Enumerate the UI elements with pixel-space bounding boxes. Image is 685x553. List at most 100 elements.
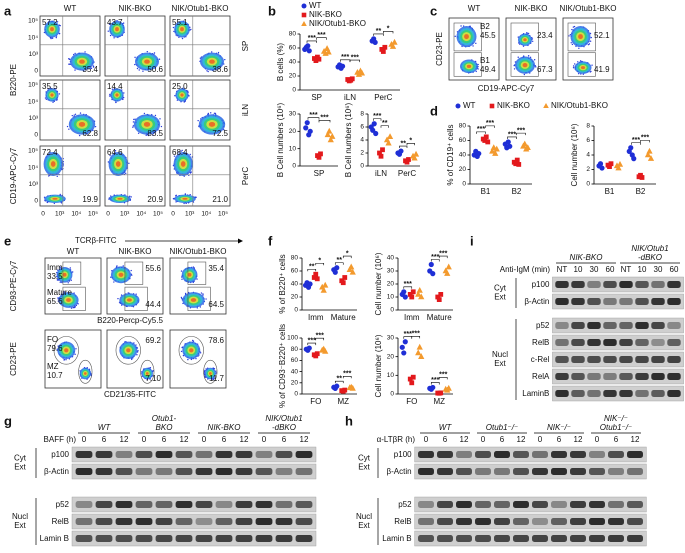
blot-band — [608, 468, 624, 475]
band-label: RelB — [394, 517, 411, 526]
blot-strip — [552, 276, 684, 293]
significance-bracket — [316, 37, 327, 40]
blot-band — [571, 322, 585, 329]
event-dot — [160, 125, 163, 128]
x-tick-label: B1 — [605, 187, 615, 196]
event-dot — [531, 38, 534, 40]
blot-band — [551, 501, 567, 508]
event-dot — [123, 92, 125, 94]
gate-name: FO — [47, 335, 58, 344]
lane-label: 6 — [500, 435, 505, 444]
density-contour — [64, 348, 69, 353]
density-contour — [62, 272, 67, 277]
significance-bracket — [380, 125, 389, 128]
event-dot — [128, 162, 130, 165]
x-tick-label: 10³ — [55, 211, 65, 218]
event-dot — [135, 293, 137, 295]
blot-band — [587, 339, 601, 346]
density-contour — [143, 121, 151, 127]
event-dot — [475, 70, 477, 73]
lane-label: NT — [557, 265, 568, 274]
gate-percent: 38.6 — [212, 65, 228, 74]
panel-label: h — [345, 413, 353, 428]
blot-band — [235, 468, 253, 475]
data-point — [342, 275, 348, 280]
data-point — [371, 121, 377, 127]
blot-band — [635, 373, 649, 380]
y-tick-label: 4 — [586, 152, 590, 159]
band-label: p100 — [394, 450, 412, 459]
blot-band — [570, 468, 586, 475]
blot-band — [532, 501, 548, 508]
blot-band — [215, 518, 233, 525]
event-dot — [572, 66, 575, 69]
event-dot — [183, 202, 185, 205]
event-dot — [68, 63, 70, 65]
event-dot — [69, 267, 72, 269]
data-point — [521, 140, 528, 147]
data-point — [320, 286, 327, 293]
data-point — [505, 139, 511, 145]
y-tick-label: 0 — [34, 198, 38, 205]
data-point — [399, 344, 405, 350]
event-dot — [578, 47, 580, 49]
x-tick-label: SP — [311, 93, 322, 102]
significance-label: *** — [320, 115, 328, 122]
blot-band — [155, 468, 173, 475]
data-point — [489, 147, 496, 154]
blot-band — [635, 298, 649, 305]
blot-band — [95, 451, 113, 458]
y-tick-label: 4 — [360, 137, 364, 144]
event-dot — [591, 64, 593, 66]
data-point — [409, 294, 415, 300]
event-dot — [224, 58, 226, 61]
blot-band — [570, 518, 586, 525]
gate-percent: 55.1 — [172, 18, 188, 27]
significance-label: * — [346, 250, 349, 257]
blot-band — [651, 281, 665, 288]
blot-strip — [414, 463, 647, 480]
event-dot — [202, 293, 204, 295]
significance-label: *** — [317, 32, 325, 39]
band-label: RelB — [52, 517, 69, 526]
event-dot — [55, 88, 57, 90]
legend-marker — [489, 103, 495, 109]
gate-percent: 21.0 — [212, 195, 228, 204]
y-tick-label: 10 — [289, 145, 297, 152]
gate-percent: 72.4 — [42, 148, 58, 157]
x-tick-label: iLN — [344, 93, 356, 102]
gate-percent: 19.9 — [82, 195, 98, 204]
y-tick-label: 40 — [459, 152, 467, 159]
event-dot — [117, 297, 119, 300]
event-dot — [589, 40, 592, 42]
blot-band — [587, 356, 601, 363]
x-tick-label: MZ — [433, 397, 445, 406]
blot-band — [651, 373, 665, 380]
y-tick-label: 0 — [390, 391, 394, 398]
blot-band — [635, 356, 649, 363]
gate-percent: 50.6 — [147, 65, 163, 74]
event-dot — [73, 114, 75, 116]
data-point — [378, 153, 384, 159]
event-dot — [151, 134, 154, 136]
y-tick-label: 20 — [387, 281, 395, 288]
event-dot — [57, 279, 59, 281]
column-header: WT — [67, 247, 80, 256]
lane-label: 10 — [638, 265, 647, 274]
blot-band — [589, 468, 605, 475]
lane-label: 12 — [574, 435, 583, 444]
event-dot — [110, 276, 112, 278]
blot-band — [295, 535, 313, 542]
y-tick-label: 20 — [387, 353, 395, 360]
event-dot — [113, 37, 115, 39]
panel-label: e — [4, 233, 11, 248]
blot-band — [555, 373, 569, 380]
event-dot — [84, 51, 86, 53]
event-dot — [115, 101, 117, 104]
gate-name: B1 — [480, 56, 490, 65]
blot-band — [255, 501, 273, 508]
event-dot — [588, 43, 591, 45]
x-tick-label: Imm — [308, 313, 324, 322]
gate-percent: 64.5 — [208, 300, 224, 309]
blot-strip — [414, 446, 647, 463]
